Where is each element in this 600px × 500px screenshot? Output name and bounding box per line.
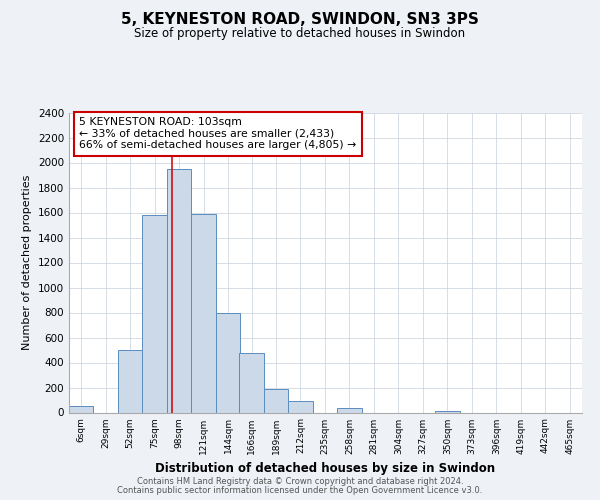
Bar xyxy=(337,408,362,412)
Bar xyxy=(142,215,167,412)
Bar xyxy=(239,352,264,412)
Bar xyxy=(118,350,142,412)
Bar xyxy=(69,406,94,412)
Text: 5, KEYNESTON ROAD, SWINDON, SN3 3PS: 5, KEYNESTON ROAD, SWINDON, SN3 3PS xyxy=(121,12,479,28)
Bar xyxy=(216,312,241,412)
Text: Size of property relative to detached houses in Swindon: Size of property relative to detached ho… xyxy=(134,28,466,40)
Text: 5 KEYNESTON ROAD: 103sqm
← 33% of detached houses are smaller (2,433)
66% of sem: 5 KEYNESTON ROAD: 103sqm ← 33% of detach… xyxy=(79,117,356,150)
Y-axis label: Number of detached properties: Number of detached properties xyxy=(22,175,32,350)
X-axis label: Distribution of detached houses by size in Swindon: Distribution of detached houses by size … xyxy=(155,462,496,475)
Bar xyxy=(264,390,288,412)
Bar xyxy=(191,214,216,412)
Bar xyxy=(288,401,313,412)
Bar xyxy=(167,169,191,412)
Text: Contains public sector information licensed under the Open Government Licence v3: Contains public sector information licen… xyxy=(118,486,482,495)
Text: Contains HM Land Registry data © Crown copyright and database right 2024.: Contains HM Land Registry data © Crown c… xyxy=(137,477,463,486)
Bar xyxy=(435,411,460,412)
